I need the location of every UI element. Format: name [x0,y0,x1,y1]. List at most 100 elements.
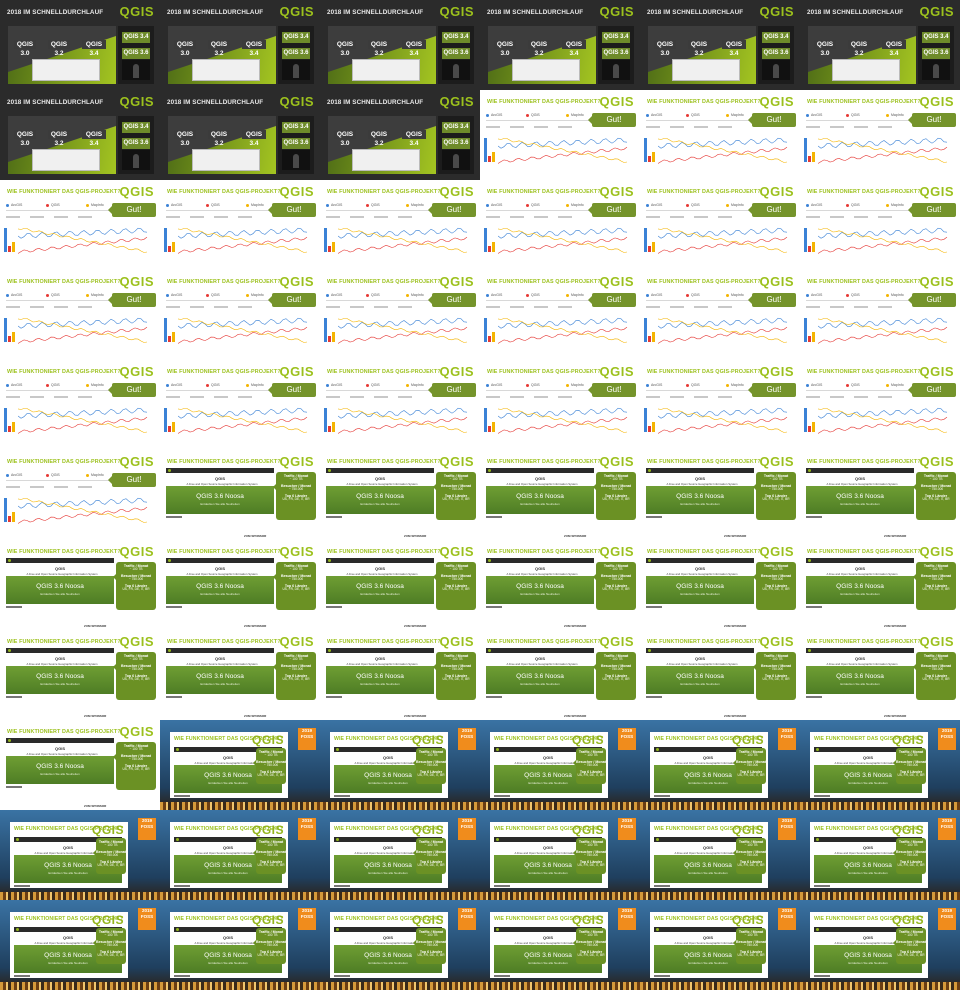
frame-thumbnail[interactable]: WIE FUNKTIONIERT DAS QGIS-PROJEKT? QGIS Ar… [640,90,800,180]
frame-thumbnail[interactable]: WIE FUNKTIONIERT DAS QGIS-PROJEKT? QGIS QG… [640,720,800,810]
frame-thumbnail[interactable]: WIE FUNKTIONIERT DAS QGIS-PROJEKT? QGIS QG… [0,630,160,720]
frame-thumbnail[interactable]: WIE FUNKTIONIERT DAS QGIS-PROJEKT? QGIS QG… [640,450,800,540]
legend-label: ArcGIS [11,473,23,477]
frame-thumbnail[interactable]: WIE FUNKTIONIERT DAS QGIS-PROJEKT? QGIS QG… [0,900,160,990]
frame-thumbnail[interactable]: WIE FUNKTIONIERT DAS QGIS-PROJEKT? QGIS QG… [320,540,480,630]
legend-dot [886,384,889,387]
frame-thumbnail[interactable]: WIE FUNKTIONIERT DAS QGIS-PROJEKT? QGIS Ar… [0,180,160,270]
frame-thumbnail[interactable]: WIE FUNKTIONIERT DAS QGIS-PROJEKT? QGIS Ar… [320,360,480,450]
frame-thumbnail[interactable]: WIE FUNKTIONIERT DAS QGIS-PROJEKT? QGIS Ar… [800,360,960,450]
stat-value: ~ 750.000 [448,576,464,581]
frame-thumbnail[interactable]: WIE FUNKTIONIERT DAS QGIS-PROJEKT? QGIS Ar… [640,180,800,270]
release-slide: QGIS 3.0 QGIS 3.2 QGIS 3.4 [8,26,116,84]
frame-thumbnail[interactable]: WIE FUNKTIONIERT DAS QGIS-PROJEKT? QGIS Ar… [480,360,640,450]
frame-thumbnail[interactable]: WIE FUNKTIONIERT DAS QGIS-PROJEKT? QGIS Ar… [320,270,480,360]
stats-callout: Traffic / Monat ~ 100 TB Besucher / Monat ~… [733,748,766,784]
summary-bars [644,226,656,252]
frame-thumbnail[interactable]: WIE FUNKTIONIERT DAS QGIS-PROJEKT? QGIS Ar… [640,270,800,360]
frame-thumbnail[interactable]: WIE FUNKTIONIERT DAS QGIS-PROJEKT? QGIS QG… [160,900,320,990]
slide-title: WIE FUNKTIONIERT DAS QGIS-PROJEKT? [654,916,764,922]
frame-thumbnail[interactable]: WIE FUNKTIONIERT DAS QGIS-PROJEKT? QGIS QG… [800,450,960,540]
frame-thumbnail[interactable]: WIE FUNKTIONIERT DAS QGIS-PROJEKT? QGIS Ar… [800,270,960,360]
frame-thumbnail[interactable]: WIE FUNKTIONIERT DAS QGIS-PROJEKT? QGIS QG… [320,630,480,720]
trend-lines [658,137,788,164]
frame-thumbnail[interactable]: WIE FUNKTIONIERT DAS QGIS-PROJEKT? QGIS QG… [0,540,160,630]
frame-thumbnail[interactable]: WIE FUNKTIONIERT DAS QGIS-PROJEKT? QGIS QG… [160,630,320,720]
legend-label: ArcGIS [651,113,663,117]
frame-thumbnail[interactable]: WIE FUNKTIONIERT DAS QGIS-PROJEKT? QGIS Ar… [800,90,960,180]
frame-thumbnail[interactable]: WIE FUNKTIONIERT DAS QGIS-PROJEKT? QGIS Ar… [160,270,320,360]
frame-thumbnail[interactable]: WIE FUNKTIONIERT DAS QGIS-PROJEKT? QGIS Ar… [320,180,480,270]
frame-thumbnail[interactable]: WIE FUNKTIONIERT DAS QGIS-PROJEKT? QGIS QG… [640,630,800,720]
frame-thumbnail[interactable]: WIE FUNKTIONIERT DAS QGIS-PROJEKT? QGIS Ar… [480,270,640,360]
frame-thumbnail[interactable]: WIE FUNKTIONIERT DAS QGIS-PROJEKT? QGIS Ar… [480,180,640,270]
frame-thumbnail[interactable]: 2018 IM SCHNELLDURCHLAUF QGIS QGIS 3.0 QGIS… [640,0,800,90]
frame-thumbnail[interactable]: WIE FUNKTIONIERT DAS QGIS-PROJEKT? QGIS QG… [320,810,480,900]
frame-thumbnail[interactable]: 2018 IM SCHNELLDURCHLAUF QGIS QGIS 3.0 QGIS… [480,0,640,90]
stat-label: Traffic / Monat [578,840,604,844]
hero-subtitle: Entdecken Sie alle Neuheiten [848,781,888,785]
stat-label: Top 6 Länder [259,859,283,864]
frame-thumbnail[interactable]: 2018 IM SCHNELLDURCHLAUF QGIS QGIS 3.0 QGIS… [160,0,320,90]
frame-thumbnail[interactable]: WIE FUNKTIONIERT DAS QGIS-PROJEKT? QGIS QG… [160,450,320,540]
site-brand: QGIS [862,845,873,850]
stats-callout: Traffic / Monat ~ 100 TB Besucher / Monat ~… [433,652,476,700]
site-nav [166,558,274,563]
qgis-logo: QGIS [919,454,954,469]
frame-thumbnail[interactable]: 2018 IM SCHNELLDURCHLAUF QGIS QGIS 3.0 QGIS… [320,0,480,90]
frame-thumbnail[interactable]: WIE FUNKTIONIERT DAS QGIS-PROJEKT? QGIS QG… [0,720,160,810]
city-lights [480,982,640,990]
frame-thumbnail[interactable]: WIE FUNKTIONIERT DAS QGIS-PROJEKT? QGIS Ar… [800,180,960,270]
frame-thumbnail[interactable]: WIE FUNKTIONIERT DAS QGIS-PROJEKT? QGIS QG… [800,900,960,990]
frame-thumbnail[interactable]: WIE FUNKTIONIERT DAS QGIS-PROJEKT? QGIS QG… [800,630,960,720]
legend-dot [806,384,809,387]
frame-thumbnail[interactable]: WIE FUNKTIONIERT DAS QGIS-PROJEKT? QGIS Ar… [0,270,160,360]
site-footer [806,696,914,699]
site-hero: QGIS 3.6 Noosa Entdecken Sie alle Neuheit… [166,666,274,694]
frame-thumbnail[interactable]: WIE FUNKTIONIERT DAS QGIS-PROJEKT? QGIS QG… [800,540,960,630]
mapinfo-line [338,408,468,433]
legend-label: ArcGIS [331,383,343,387]
frame-thumbnail[interactable]: WIE FUNKTIONIERT DAS QGIS-PROJEKT? QGIS QG… [160,540,320,630]
frame-thumbnail[interactable]: WIE FUNKTIONIERT DAS QGIS-PROJEKT? QGIS QG… [640,900,800,990]
frame-thumbnail[interactable]: WIE FUNKTIONIERT DAS QGIS-PROJEKT? QGIS QG… [320,720,480,810]
stat-value: ~ 750.000 [263,762,279,767]
site-nav [334,837,442,842]
qgis-line [178,326,308,344]
frame-thumbnail[interactable]: 2018 IM SCHNELLDURCHLAUF QGIS QGIS 3.0 QGIS… [320,90,480,180]
frame-thumbnail[interactable]: WIE FUNKTIONIERT DAS QGIS-PROJEKT? QGIS Ar… [160,360,320,450]
site-footer [486,606,594,609]
frame-thumbnail[interactable]: WIE FUNKTIONIERT DAS QGIS-PROJEKT? QGIS QG… [160,810,320,900]
frame-thumbnail[interactable]: WIE FUNKTIONIERT DAS QGIS-PROJEKT? QGIS QG… [320,450,480,540]
stat-label: Top 6 Länder [604,493,628,498]
qgis-logo: QGIS [599,364,634,379]
frame-thumbnail[interactable]: WIE FUNKTIONIERT DAS QGIS-PROJEKT? QGIS QG… [800,810,960,900]
release-banner [192,59,260,81]
frame-thumbnail[interactable]: WIE FUNKTIONIERT DAS QGIS-PROJEKT? QGIS QG… [480,450,640,540]
frame-thumbnail[interactable]: WIE FUNKTIONIERT DAS QGIS-PROJEKT? QGIS QG… [480,630,640,720]
qgis-website: QGIS A Free and Open Source Geographic In… [494,837,602,887]
frame-thumbnail[interactable]: 2018 IM SCHNELLDURCHLAUF QGIS QGIS 3.0 QGIS… [0,90,160,180]
slide-title: WIE FUNKTIONIERT DAS QGIS-PROJEKT? [7,459,121,465]
frame-thumbnail[interactable]: WIE FUNKTIONIERT DAS QGIS-PROJEKT? QGIS QG… [480,540,640,630]
frame-thumbnail[interactable]: WIE FUNKTIONIERT DAS QGIS-PROJEKT? QGIS QG… [0,810,160,900]
frame-thumbnail[interactable]: WIE FUNKTIONIERT DAS QGIS-PROJEKT? QGIS QG… [320,900,480,990]
frame-thumbnail[interactable]: WIE FUNKTIONIERT DAS QGIS-PROJEKT? QGIS Ar… [0,450,160,540]
frame-thumbnail[interactable]: WIE FUNKTIONIERT DAS QGIS-PROJEKT? QGIS QG… [640,540,800,630]
frame-thumbnail[interactable]: WIE FUNKTIONIERT DAS QGIS-PROJEKT? QGIS QG… [480,720,640,810]
frame-thumbnail[interactable]: WIE FUNKTIONIERT DAS QGIS-PROJEKT? QGIS QG… [640,810,800,900]
frame-thumbnail[interactable]: 2018 IM SCHNELLDURCHLAUF QGIS QGIS 3.0 QGIS… [160,90,320,180]
frame-thumbnail[interactable]: WIE FUNKTIONIERT DAS QGIS-PROJEKT? QGIS QG… [800,720,960,810]
frame-thumbnail[interactable]: 2018 IM SCHNELLDURCHLAUF QGIS QGIS 3.0 QGIS… [800,0,960,90]
frame-thumbnail[interactable]: 2018 IM SCHNELLDURCHLAUF QGIS QGIS 3.0 QGIS… [0,0,160,90]
frame-thumbnail[interactable]: WIE FUNKTIONIERT DAS QGIS-PROJEKT? QGIS Ar… [160,180,320,270]
frame-thumbnail[interactable]: WIE FUNKTIONIERT DAS QGIS-PROJEKT? QGIS QG… [160,720,320,810]
frame-thumbnail[interactable]: WIE FUNKTIONIERT DAS QGIS-PROJEKT? QGIS QG… [480,810,640,900]
frame-thumbnail[interactable]: WIE FUNKTIONIERT DAS QGIS-PROJEKT? QGIS Ar… [0,360,160,450]
frame-thumbnail[interactable]: WIE FUNKTIONIERT DAS QGIS-PROJEKT? QGIS Ar… [640,360,800,450]
frame-thumbnail[interactable]: WIE FUNKTIONIERT DAS QGIS-PROJEKT? QGIS QG… [480,900,640,990]
site-hero: QGIS 3.6 Noosa Entdecken Sie alle Neuheit… [166,486,274,514]
frame-thumbnail[interactable]: WIE FUNKTIONIERT DAS QGIS-PROJEKT? QGIS Ar… [480,90,640,180]
trend-lines [658,407,788,434]
arcgis-line [498,137,628,149]
